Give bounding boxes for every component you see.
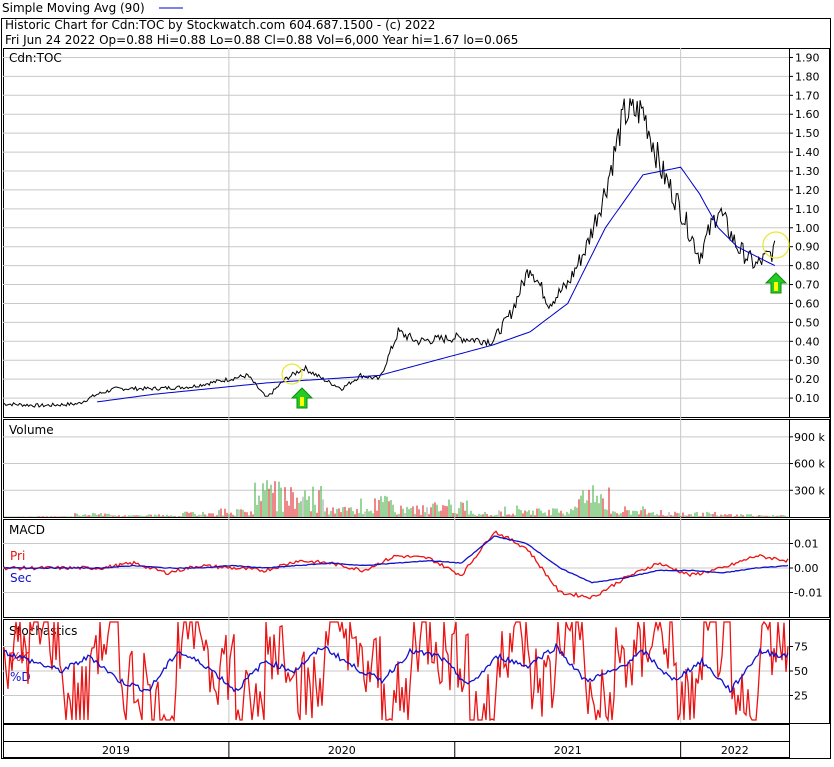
stoch-tick-label: 25 bbox=[794, 690, 808, 703]
price-tick-label: 1.30 bbox=[795, 165, 820, 178]
price-axis: 0.10 0.20 0.30 0.40 0.50 0.60 0.70 0.80 0.90 1.00… bbox=[789, 51, 820, 405]
year-label: 2020 bbox=[328, 744, 356, 757]
sma-legend-label: Simple Moving Avg (90) bbox=[2, 1, 145, 15]
price-tick-label: 1.70 bbox=[795, 89, 820, 102]
annotations bbox=[281, 231, 790, 409]
volume-tick-label: 600 k bbox=[794, 458, 825, 471]
up-arrow-core bbox=[300, 397, 304, 406]
macd-tick-label: 0.00 bbox=[794, 562, 819, 575]
macd-sec-line bbox=[3, 535, 789, 584]
price-tick-label: 0.50 bbox=[795, 316, 820, 329]
price-tick-label: 0.30 bbox=[795, 354, 820, 367]
price-series-line bbox=[2, 98, 776, 408]
price-tick-label: 1.90 bbox=[795, 51, 820, 64]
price-tick-label: 0.70 bbox=[795, 279, 820, 292]
year-frame bbox=[3, 741, 790, 758]
price-panel-title: Cdn:TOC bbox=[9, 51, 62, 65]
volume-axis: 300 k 600 k 900 k bbox=[789, 431, 825, 497]
volume-panel-title: Volume bbox=[9, 423, 54, 437]
volume-tick-label: 300 k bbox=[794, 484, 825, 497]
stoch-tick-label: 75 bbox=[794, 641, 808, 654]
macd-axis: 0.01 0.00 -0.01 bbox=[789, 538, 822, 600]
price-tick-label: 1.00 bbox=[795, 222, 820, 235]
macd-tick-label: -0.01 bbox=[794, 587, 822, 600]
price-tick-label: 1.50 bbox=[795, 127, 820, 140]
stoch-d-label: %D bbox=[10, 670, 31, 684]
up-arrow-core bbox=[774, 282, 778, 291]
outer-frame bbox=[1, 18, 831, 759]
stoch-panel-title: Stochastics bbox=[9, 624, 77, 638]
year-label: 2021 bbox=[554, 744, 582, 757]
highlight-circle bbox=[762, 231, 790, 259]
stoch-k-line bbox=[3, 620, 789, 723]
x-axis-years: 2019 2020 2021 2022 bbox=[102, 744, 749, 757]
sma-series-line bbox=[97, 166, 776, 403]
price-tick-label: 0.90 bbox=[795, 241, 820, 254]
price-tick-label: 1.60 bbox=[795, 108, 820, 121]
price-tick-label: 0.80 bbox=[795, 260, 820, 273]
grid-lines bbox=[3, 48, 789, 758]
chart-title: Historic Chart for Cdn:TOC by Stockwatch… bbox=[5, 18, 435, 32]
stoch-tick-label: 50 bbox=[794, 665, 808, 678]
price-tick-label: 0.60 bbox=[795, 297, 820, 310]
stoch-k-label: %K bbox=[10, 650, 30, 664]
year-label: 2022 bbox=[721, 744, 749, 757]
vol-axis-frame bbox=[789, 419, 830, 518]
price-tick-label: 0.10 bbox=[795, 392, 820, 405]
macd-pri-line bbox=[3, 530, 789, 600]
volume-tick-label: 900 k bbox=[794, 431, 825, 444]
stoch-axis: 75 50 25 bbox=[789, 641, 808, 703]
macd-panel-title: MACD bbox=[9, 523, 45, 537]
chart-summary: Fri Jun 24 2022 Op=0.88 Hi=0.88 Lo=0.88 … bbox=[5, 33, 518, 47]
highlight-circle bbox=[281, 363, 303, 385]
price-tick-label: 1.80 bbox=[795, 70, 820, 83]
price-tick-label: 0.40 bbox=[795, 335, 820, 348]
volume-bars bbox=[4, 480, 788, 517]
macd-pri-label: Pri bbox=[10, 549, 25, 563]
price-tick-label: 0.20 bbox=[795, 373, 820, 386]
macd-tick-label: 0.01 bbox=[794, 538, 819, 551]
macd-sec-label: Sec bbox=[10, 571, 32, 585]
year-label: 2019 bbox=[102, 744, 130, 757]
price-tick-label: 1.20 bbox=[795, 184, 820, 197]
price-tick-label: 1.10 bbox=[795, 203, 820, 216]
price-tick-label: 1.40 bbox=[795, 146, 820, 159]
price-axis-frame bbox=[789, 48, 830, 418]
stoch-d-line bbox=[3, 642, 789, 693]
